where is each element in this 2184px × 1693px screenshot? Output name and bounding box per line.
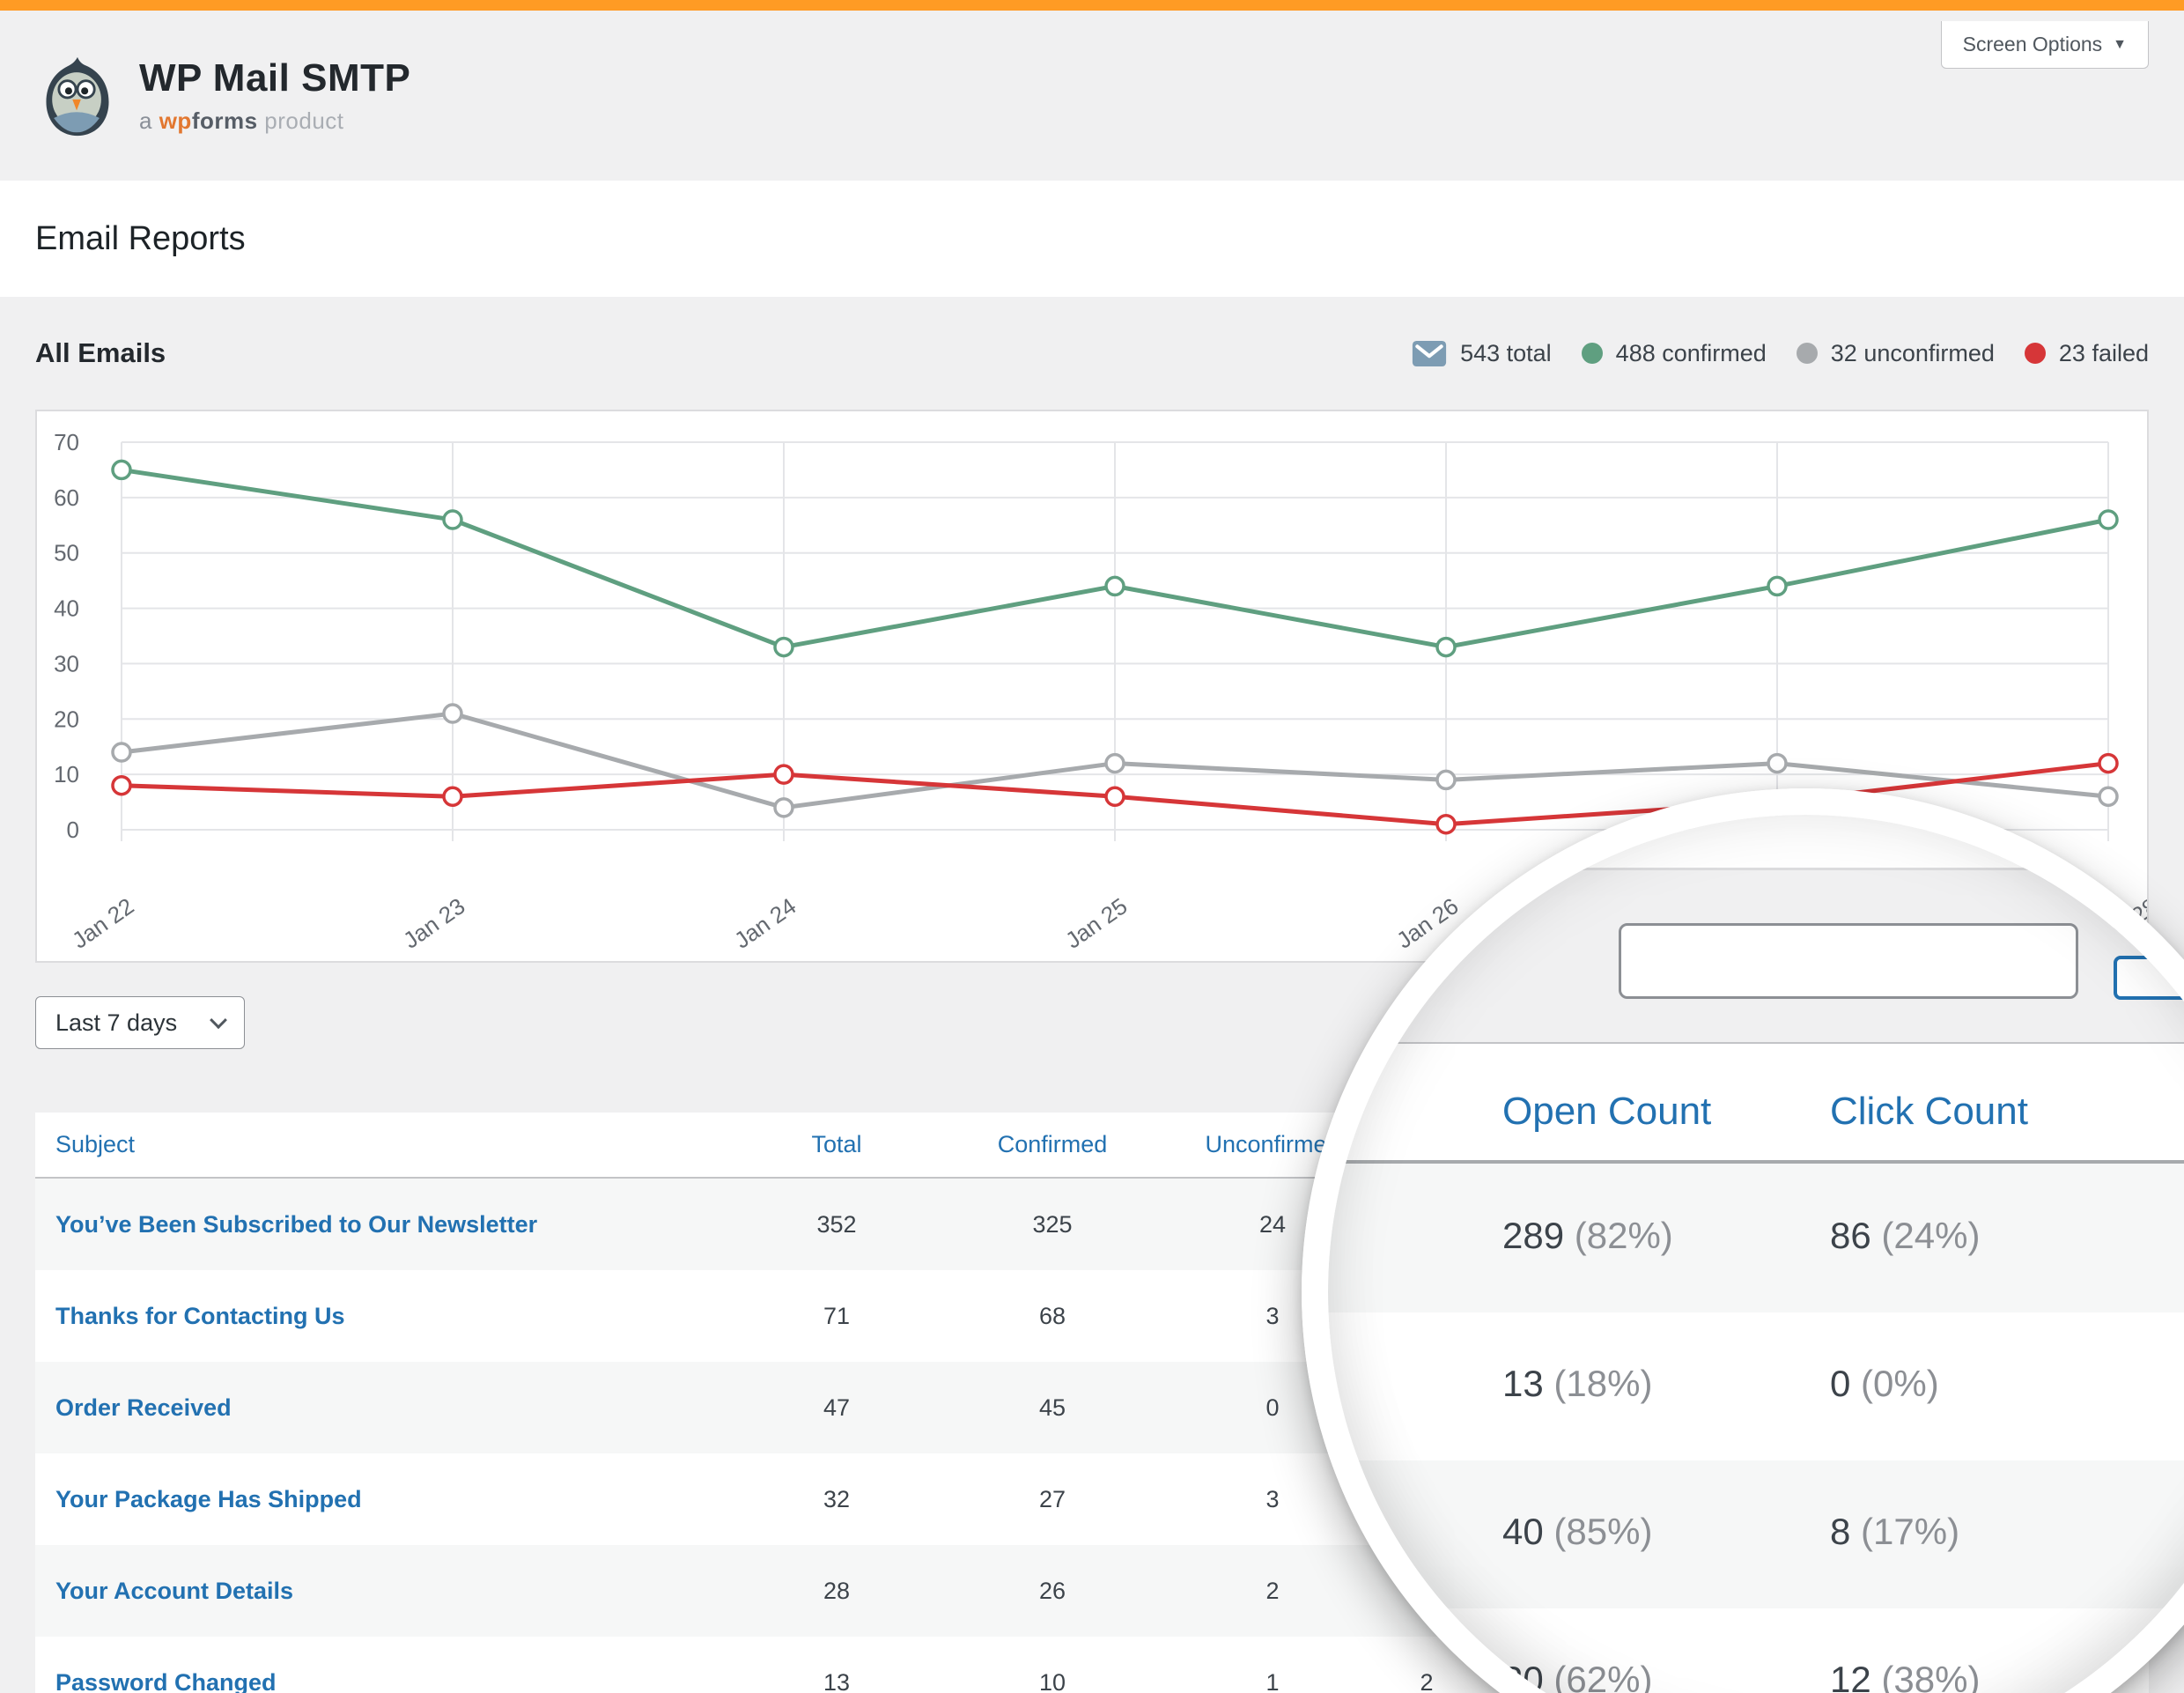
unconfirmed-dot-icon — [1796, 343, 1818, 364]
magnifier-content: Open Count Click Count 289 (82%) 86 (24%… — [1328, 815, 2184, 1693]
section-head: All Emails 543 total 488 confirmed 32 un… — [35, 297, 2149, 410]
app-header: WP Mail SMTP a wpforms product Screen Op… — [0, 11, 2184, 181]
table-header-row: Subject Total Confirmed Unconfirmed — [35, 1113, 2149, 1179]
legend-item-failed: 23 failed — [2024, 339, 2149, 367]
magnified-row-band — [1328, 1460, 2184, 1608]
cell-total: 32 — [823, 1485, 851, 1512]
svg-text:20: 20 — [54, 706, 79, 732]
svg-text:Jan 25: Jan 25 — [1060, 892, 1132, 953]
caret-down-icon: ▼ — [2113, 36, 2127, 52]
table-row: Password Changed 13 10 1 2 — [35, 1637, 2149, 1693]
cell-confirmed: 68 — [1038, 1302, 1066, 1329]
svg-text:10: 10 — [54, 761, 79, 787]
column-header-confirmed[interactable]: Confirmed — [997, 1131, 1108, 1157]
subject-link[interactable]: Order Received — [55, 1394, 232, 1421]
column-header-click-count[interactable]: Click Count — [1830, 1090, 2028, 1133]
section-title: All Emails — [35, 337, 166, 368]
cell-click-count: 12 (38%) — [1830, 1659, 1981, 1693]
app-title: WP Mail SMTP — [139, 56, 411, 100]
cell-click-count: 8 (17%) — [1830, 1511, 1960, 1552]
cell-open-count: 289 (82%) — [1502, 1215, 1673, 1256]
svg-text:Jan 22: Jan 22 — [67, 892, 138, 953]
search-button[interactable] — [2114, 956, 2184, 1000]
top-accent-bar — [0, 0, 2184, 11]
legend-item-confirmed: 488 confirmed — [1581, 339, 1767, 367]
envelope-icon — [1412, 340, 1447, 366]
svg-text:70: 70 — [54, 429, 79, 455]
subject-link[interactable]: Your Account Details — [55, 1577, 294, 1604]
svg-text:Jan 24: Jan 24 — [729, 892, 801, 953]
cell-confirmed: 26 — [1038, 1577, 1066, 1604]
svg-text:50: 50 — [54, 540, 79, 566]
filter-row: Last 7 days — [35, 996, 2149, 1113]
page-title-band: Email Reports — [0, 181, 2184, 297]
date-range-value: Last 7 days — [55, 1009, 178, 1036]
cell-open-count: 20 (62%) — [1502, 1659, 1653, 1693]
svg-text:40: 40 — [54, 595, 79, 622]
cell-confirmed: 325 — [1032, 1210, 1073, 1238]
cell-total: 71 — [823, 1302, 851, 1329]
subtitle-suffix: product — [264, 107, 344, 134]
svg-text:60: 60 — [54, 484, 79, 511]
brand-wp: wp — [159, 107, 192, 134]
magnified-table-border — [1328, 1042, 2184, 1044]
failed-dot-icon — [2024, 343, 2046, 364]
page-title: Email Reports — [35, 219, 246, 257]
cell-total: 47 — [823, 1394, 851, 1421]
subtitle-prefix: a — [139, 107, 152, 134]
cell-unconfirmed: 1 — [1265, 1668, 1280, 1693]
legend-label-unconfirmed: 32 unconfirmed — [1830, 339, 1995, 366]
cell-unconfirmed: 3 — [1265, 1485, 1280, 1512]
brand-forms: forms — [191, 107, 258, 134]
app-logo — [35, 54, 120, 138]
pigeon-logo-icon — [46, 56, 109, 136]
screen-options-label: Screen Options — [1962, 33, 2103, 55]
cell-open-count: 13 (18%) — [1502, 1363, 1653, 1404]
cell-click-count: 86 (24%) — [1830, 1215, 1981, 1256]
magnified-chart-border — [1328, 868, 2184, 870]
cell-total: 28 — [823, 1577, 851, 1604]
app-titles: WP Mail SMTP a wpforms product — [139, 56, 410, 135]
svg-text:Jan 23: Jan 23 — [398, 892, 469, 953]
magnified-header-divider — [1328, 1160, 2184, 1164]
cell-unconfirmed: 24 — [1258, 1210, 1287, 1238]
table-row: Your Package Has Shipped 32 27 3 — [35, 1453, 2149, 1545]
legend-item-unconfirmed: 32 unconfirmed — [1796, 339, 1995, 367]
chart-legend: 543 total 488 confirmed 32 unconfirmed 2… — [1412, 340, 2149, 367]
column-header-subject[interactable]: Subject — [55, 1131, 136, 1157]
subject-link[interactable]: Password Changed — [55, 1668, 277, 1693]
magnified-row-band — [1328, 1164, 2184, 1312]
cell-confirmed: 45 — [1038, 1394, 1066, 1421]
svg-text:0: 0 — [67, 817, 79, 843]
cell-unconfirmed: 3 — [1265, 1302, 1280, 1329]
legend-label-confirmed: 488 confirmed — [1615, 339, 1767, 366]
table-row: Thanks for Contacting Us 71 68 3 — [35, 1270, 2149, 1362]
cell-confirmed: 10 — [1038, 1668, 1066, 1693]
app-subtitle: a wpforms product — [139, 107, 410, 135]
column-header-unconfirmed[interactable]: Unconfirmed — [1205, 1131, 1340, 1157]
cell-unconfirmed: 0 — [1265, 1394, 1280, 1421]
svg-text:30: 30 — [54, 650, 79, 676]
column-header-total[interactable]: Total — [811, 1131, 862, 1157]
cell-total: 352 — [816, 1210, 857, 1238]
cell-unconfirmed: 2 — [1265, 1577, 1280, 1604]
subject-link[interactable]: You’ve Been Subscribed to Our Newsletter — [55, 1210, 538, 1238]
column-header-open-count[interactable]: Open Count — [1502, 1090, 1712, 1133]
chevron-down-icon — [210, 1011, 227, 1030]
subject-link[interactable]: Your Package Has Shipped — [55, 1485, 362, 1512]
cell-click-count: 0 (0%) — [1830, 1363, 1939, 1404]
subject-link[interactable]: Thanks for Contacting Us — [55, 1302, 345, 1329]
screen-options-button[interactable]: Screen Options ▼ — [1940, 21, 2149, 69]
date-range-select[interactable]: Last 7 days — [35, 996, 245, 1049]
cell-total: 13 — [823, 1668, 851, 1693]
magnifier-overlay: Open Count Click Count 289 (82%) 86 (24%… — [1302, 788, 2184, 1693]
legend-item-total: 543 total — [1412, 340, 1552, 367]
confirmed-dot-icon — [1581, 343, 1603, 364]
cell-confirmed: 27 — [1038, 1485, 1066, 1512]
cell-open-count: 40 (85%) — [1502, 1511, 1653, 1552]
legend-label-failed: 23 failed — [2058, 339, 2149, 366]
search-input[interactable] — [1619, 923, 2078, 999]
legend-label-total: 543 total — [1460, 339, 1552, 366]
